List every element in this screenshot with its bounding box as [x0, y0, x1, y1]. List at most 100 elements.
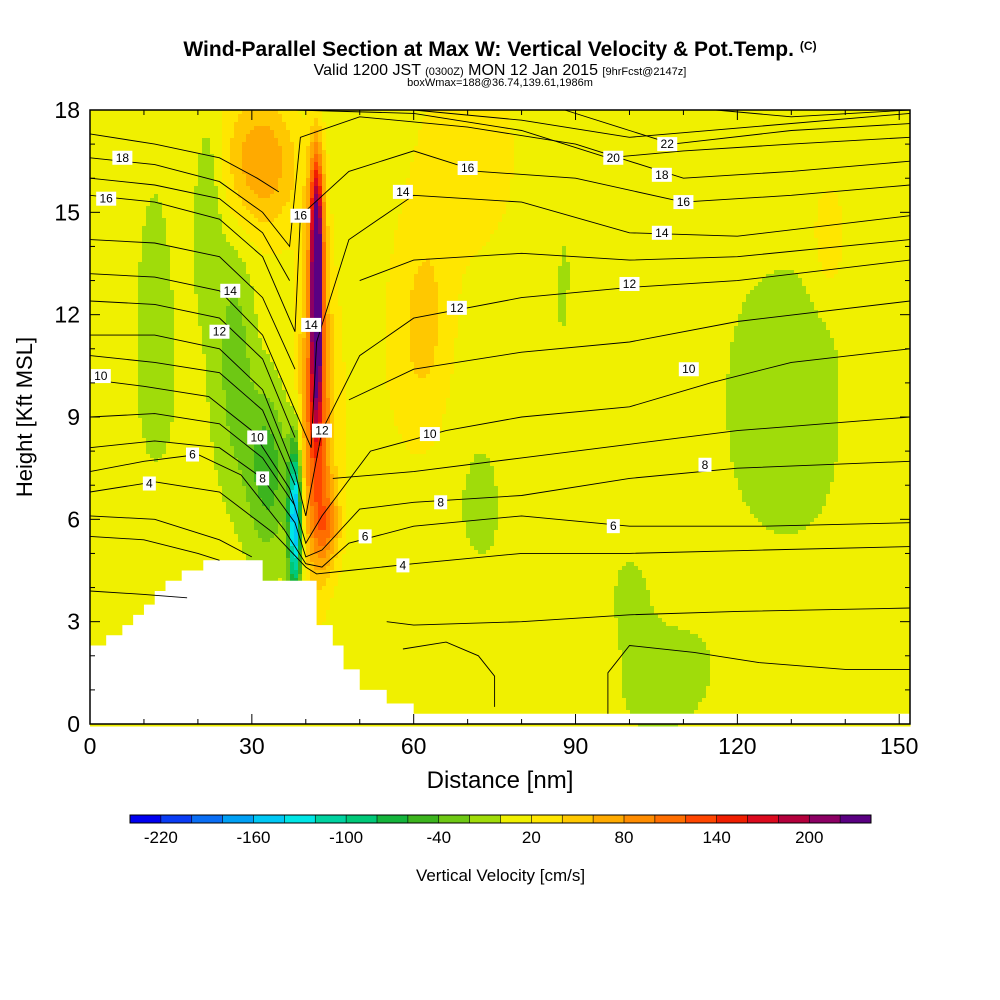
- velocity-cell: [174, 418, 179, 423]
- velocity-cell: [190, 178, 195, 183]
- velocity-cell: [194, 274, 199, 279]
- velocity-cell: [106, 566, 111, 571]
- velocity-cell: [130, 290, 135, 295]
- velocity-cell: [102, 118, 107, 123]
- velocity-cell: [158, 134, 163, 139]
- velocity-cell: [150, 258, 155, 263]
- velocity-cell: [154, 442, 159, 447]
- velocity-cell: [170, 182, 175, 187]
- velocity-cell: [214, 294, 219, 299]
- velocity-cell: [146, 166, 151, 171]
- velocity-cell: [134, 250, 139, 255]
- velocity-cell: [154, 558, 159, 563]
- velocity-cell: [206, 518, 211, 523]
- velocity-cell: [186, 542, 191, 547]
- velocity-cell: [218, 270, 223, 275]
- velocity-cell: [174, 150, 179, 155]
- velocity-cell: [198, 274, 203, 279]
- velocity-cell: [214, 186, 219, 191]
- velocity-cell: [182, 174, 187, 179]
- velocity-cell: [94, 594, 99, 599]
- velocity-cell: [194, 346, 199, 351]
- velocity-cell: [134, 558, 139, 563]
- velocity-cell: [142, 490, 147, 495]
- velocity-cell: [98, 602, 103, 607]
- velocity-cell: [190, 266, 195, 271]
- velocity-cell: [162, 290, 167, 295]
- velocity-cell: [142, 570, 147, 575]
- velocity-cell: [134, 338, 139, 343]
- velocity-cell: [210, 266, 215, 271]
- velocity-cell: [98, 430, 103, 435]
- velocity-cell: [194, 518, 199, 523]
- velocity-cell: [126, 478, 131, 483]
- velocity-cell: [174, 378, 179, 383]
- velocity-cell: [142, 214, 147, 219]
- velocity-cell: [162, 210, 167, 215]
- velocity-cell: [166, 134, 171, 139]
- velocity-cell: [186, 386, 191, 391]
- velocity-cell: [126, 218, 131, 223]
- velocity-cell: [106, 438, 111, 443]
- velocity-cell: [114, 454, 119, 459]
- velocity-cell: [166, 230, 171, 235]
- velocity-cell: [186, 182, 191, 187]
- velocity-cell: [154, 206, 159, 211]
- velocity-cell: [190, 398, 195, 403]
- velocity-cell: [158, 126, 163, 131]
- velocity-cell: [118, 490, 123, 495]
- velocity-cell: [126, 582, 131, 587]
- velocity-cell: [138, 294, 143, 299]
- velocity-cell: [102, 606, 107, 611]
- velocity-cell: [134, 450, 139, 455]
- velocity-cell: [182, 426, 187, 431]
- velocity-cell: [110, 230, 115, 235]
- velocity-cell: [138, 498, 143, 503]
- velocity-cell: [186, 294, 191, 299]
- velocity-cell: [130, 398, 135, 403]
- velocity-cell: [110, 558, 115, 563]
- velocity-cell: [94, 626, 99, 631]
- velocity-cell: [142, 502, 147, 507]
- velocity-cell: [110, 310, 115, 315]
- velocity-cell: [170, 122, 175, 127]
- velocity-cell: [162, 298, 167, 303]
- velocity-cell: [94, 498, 99, 503]
- velocity-cell: [194, 206, 199, 211]
- velocity-cell: [102, 210, 107, 215]
- velocity-cell: [174, 398, 179, 403]
- velocity-cell: [202, 502, 207, 507]
- velocity-cell: [102, 634, 107, 639]
- velocity-cell: [162, 474, 167, 479]
- velocity-cell: [114, 386, 119, 391]
- velocity-cell: [118, 606, 123, 611]
- velocity-cell: [146, 226, 151, 231]
- velocity-cell: [142, 262, 147, 267]
- velocity-cell: [138, 430, 143, 435]
- velocity-cell: [166, 162, 171, 167]
- velocity-cell: [158, 462, 163, 467]
- velocity-cell: [142, 294, 147, 299]
- velocity-cell: [102, 578, 107, 583]
- velocity-cell: [134, 374, 139, 379]
- velocity-cell: [210, 390, 215, 395]
- velocity-cell: [202, 282, 207, 287]
- velocity-cell: [154, 118, 159, 123]
- velocity-cell: [162, 138, 167, 143]
- velocity-cell: [190, 322, 195, 327]
- velocity-cell: [102, 206, 107, 211]
- velocity-cell: [106, 490, 111, 495]
- velocity-cell: [198, 298, 203, 303]
- velocity-cell: [150, 514, 155, 519]
- velocity-cell: [126, 618, 131, 623]
- velocity-cell: [214, 426, 219, 431]
- velocity-cell: [114, 518, 119, 523]
- velocity-cell: [214, 494, 219, 499]
- velocity-cell: [170, 222, 175, 227]
- velocity-cell: [138, 190, 143, 195]
- velocity-cell: [158, 322, 163, 327]
- velocity-cell: [98, 530, 103, 535]
- velocity-cell: [170, 434, 175, 439]
- velocity-cell: [210, 162, 215, 167]
- velocity-cell: [126, 558, 131, 563]
